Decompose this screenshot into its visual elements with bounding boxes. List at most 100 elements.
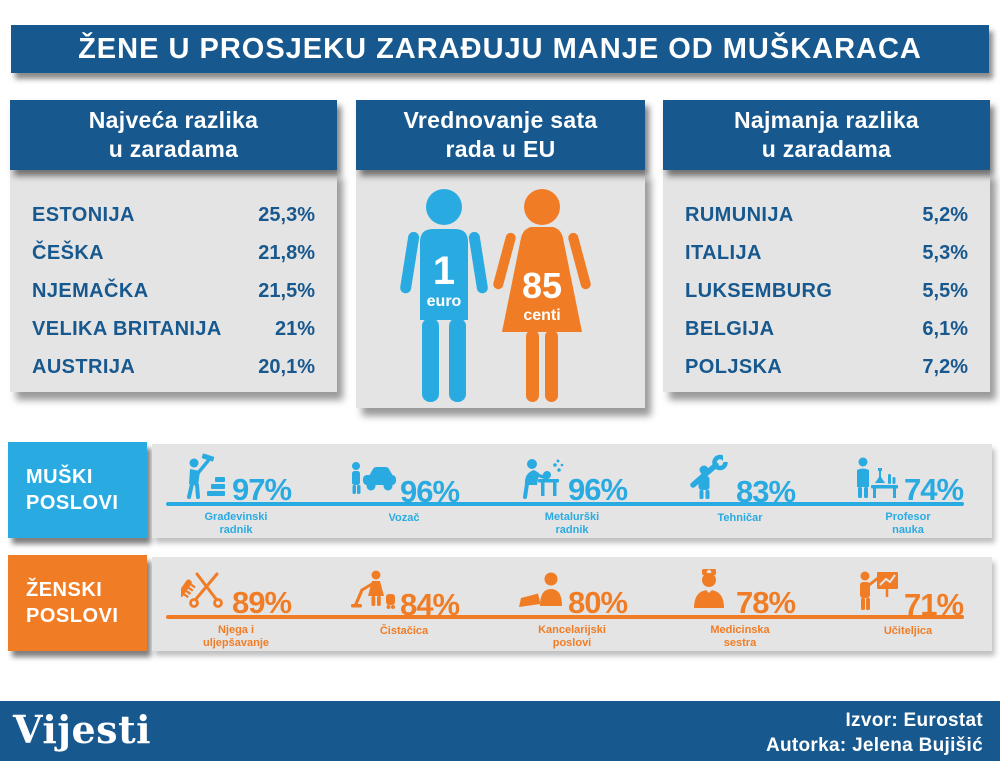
job-name: Vozač xyxy=(388,512,420,524)
panel-smallest-gap-body: RUMUNIJA 5,2% ITALIJA 5,3% LUKSEMBURG 5,… xyxy=(663,170,990,392)
table-row: NJEMAČKA 21,5% xyxy=(32,272,315,310)
man-icon xyxy=(400,189,488,402)
male-jobs-label-line: POSLOVI xyxy=(26,492,119,514)
footer-credits: Izvor: Eurostat Autorka: Jelena Bujišić xyxy=(766,708,983,758)
job-name: Učiteljica xyxy=(883,625,933,637)
table-row: RUMUNIJA 5,2% xyxy=(685,196,968,234)
woman-value-label: 85 xyxy=(522,265,562,306)
female-jobs-label-line: ŽENSKI xyxy=(26,579,103,601)
list-item: 74% Profesor nauka xyxy=(824,444,992,538)
driver-icon xyxy=(351,462,396,494)
panel-largest-gap-body: ESTONIJA 25,3% ČEŠKA 21,8% NJEMAČKA 21,5… xyxy=(10,170,337,392)
cleaner-icon xyxy=(350,570,395,609)
female-jobs-row: ŽENSKI POSLOVI xyxy=(0,555,1000,651)
vijesti-logo: Vijesti xyxy=(13,707,152,752)
man-value-label: 1 xyxy=(433,249,455,293)
country-name: ITALIJA xyxy=(685,241,762,264)
country-value: 5,3% xyxy=(922,241,968,264)
panel-title-line: Najveća razlika xyxy=(88,107,259,134)
female-jobs-label-line: POSLOVI xyxy=(26,605,119,627)
female-jobs-strip: 89% Njega i uljepšavanje xyxy=(152,557,992,651)
male-jobs-underline xyxy=(166,502,964,506)
country-name: ESTONIJA xyxy=(32,203,135,226)
job-percentage: 78% xyxy=(735,585,796,621)
country-name: RUMUNIJA xyxy=(685,203,794,226)
list-item: 89% Njega i uljepšavanje xyxy=(152,557,320,651)
job-name: Čistačica xyxy=(379,625,429,637)
list-item: 84% Čistačica xyxy=(320,557,488,651)
panel-title-line: rada u EU xyxy=(445,136,556,162)
panel-hour-valuation-body: 1 euro 85 centi xyxy=(356,170,645,408)
country-name: BELGIJA xyxy=(685,317,775,340)
panel-title-line: u zaradama xyxy=(108,136,239,162)
job-percentage: 83% xyxy=(735,473,796,509)
panel-smallest-gap: Najmanja razlika u zaradama RUMUNIJA 5,2… xyxy=(663,100,990,392)
panel-largest-gap-header: Najveća razlika u zaradama xyxy=(10,100,337,170)
list-item: 83% Tehničar xyxy=(656,444,824,538)
list-item: 71% Učiteljica xyxy=(824,557,992,651)
job-percentage: 97% xyxy=(231,472,292,508)
man-unit-label: euro xyxy=(427,293,462,310)
country-name: LUKSEMBURG xyxy=(685,279,833,302)
country-name: NJEMAČKA xyxy=(32,279,149,302)
footer-bar: Vijesti Izvor: Eurostat Autorka: Jelena … xyxy=(0,701,1000,761)
country-name: VELIKA BRITANIJA xyxy=(32,317,222,340)
job-name: Tehničar xyxy=(717,512,763,524)
table-row: ČEŠKA 21,8% xyxy=(32,234,315,272)
country-value: 7,2% xyxy=(922,355,968,378)
nurse-icon xyxy=(693,568,724,608)
panel-hour-valuation: Vrednovanje sata rada u EU 1 euro xyxy=(356,100,645,408)
job-name: Građevinski radnik xyxy=(204,510,268,537)
country-list: RUMUNIJA 5,2% ITALIJA 5,3% LUKSEMBURG 5,… xyxy=(663,170,990,386)
job-name: Medicinska sestra xyxy=(710,623,770,650)
construction-worker-icon xyxy=(186,453,225,499)
job-name: Metalurški radnik xyxy=(544,510,600,537)
country-name: POLJSKA xyxy=(685,355,783,378)
female-jobs-label: ŽENSKI POSLOVI xyxy=(8,555,147,651)
table-row: BELGIJA 6,1% xyxy=(685,310,968,348)
list-item: 97% Građevinski radnik xyxy=(152,444,320,538)
country-value: 5,5% xyxy=(922,279,968,302)
woman-icon xyxy=(493,189,591,402)
job-name: Kancelarijski poslovi xyxy=(538,623,606,650)
job-percentage: 71% xyxy=(903,586,964,622)
panel-title-line: u zaradama xyxy=(761,136,892,162)
metal-worker-icon xyxy=(522,458,564,499)
country-value: 20,1% xyxy=(258,355,315,378)
table-row: POLJSKA 7,2% xyxy=(685,348,968,386)
table-row: AUSTRIJA 20,1% xyxy=(32,348,315,386)
list-item: 78% Medicinska sestra xyxy=(656,557,824,651)
woman-unit-label: centi xyxy=(523,307,560,324)
country-value: 21,8% xyxy=(258,241,315,264)
job-percentage: 84% xyxy=(399,586,460,622)
job-percentage: 96% xyxy=(567,472,628,508)
table-row: VELIKA BRITANIJA 21% xyxy=(32,310,315,348)
list-item: 96% Vozač xyxy=(320,444,488,538)
country-value: 6,1% xyxy=(922,317,968,340)
table-row: ESTONIJA 25,3% xyxy=(32,196,315,234)
panel-smallest-gap-header: Najmanja razlika u zaradama xyxy=(663,100,990,170)
office-work-icon xyxy=(518,572,562,607)
page-title: ŽENE U PROSJEKU ZARAĐUJU MANJE OD MUŠKAR… xyxy=(11,25,989,73)
male-jobs-strip: 97% Građevinski radnik 96% xyxy=(152,444,992,538)
technician-icon xyxy=(690,454,731,499)
job-name: Njega i uljepšavanje xyxy=(202,623,270,650)
job-name: Profesor nauka xyxy=(885,510,931,537)
country-name: ČEŠKA xyxy=(32,241,105,264)
table-row: LUKSEMBURG 5,5% xyxy=(685,272,968,310)
beauty-care-icon xyxy=(180,572,223,608)
list-item: 80% Kancelarijski poslovi xyxy=(488,557,656,651)
list-item: 96% Metalurški radnik xyxy=(488,444,656,538)
science-professor-icon xyxy=(856,457,898,498)
male-jobs-label-line: MUŠKI xyxy=(26,466,93,488)
page-title-text: ŽENE U PROSJEKU ZARAĐUJU MANJE OD MUŠKAR… xyxy=(78,32,922,65)
country-value: 25,3% xyxy=(258,203,315,226)
author-text: Autorka: Jelena Bujišić xyxy=(765,735,983,756)
female-jobs-underline xyxy=(166,615,964,619)
country-name: AUSTRIJA xyxy=(32,355,136,378)
panel-title-line: Vrednovanje sata xyxy=(403,107,598,134)
male-jobs-label: MUŠKI POSLOVI xyxy=(8,442,147,538)
job-percentage: 74% xyxy=(903,472,964,508)
teacher-icon xyxy=(859,571,898,610)
job-percentage: 80% xyxy=(567,585,628,621)
